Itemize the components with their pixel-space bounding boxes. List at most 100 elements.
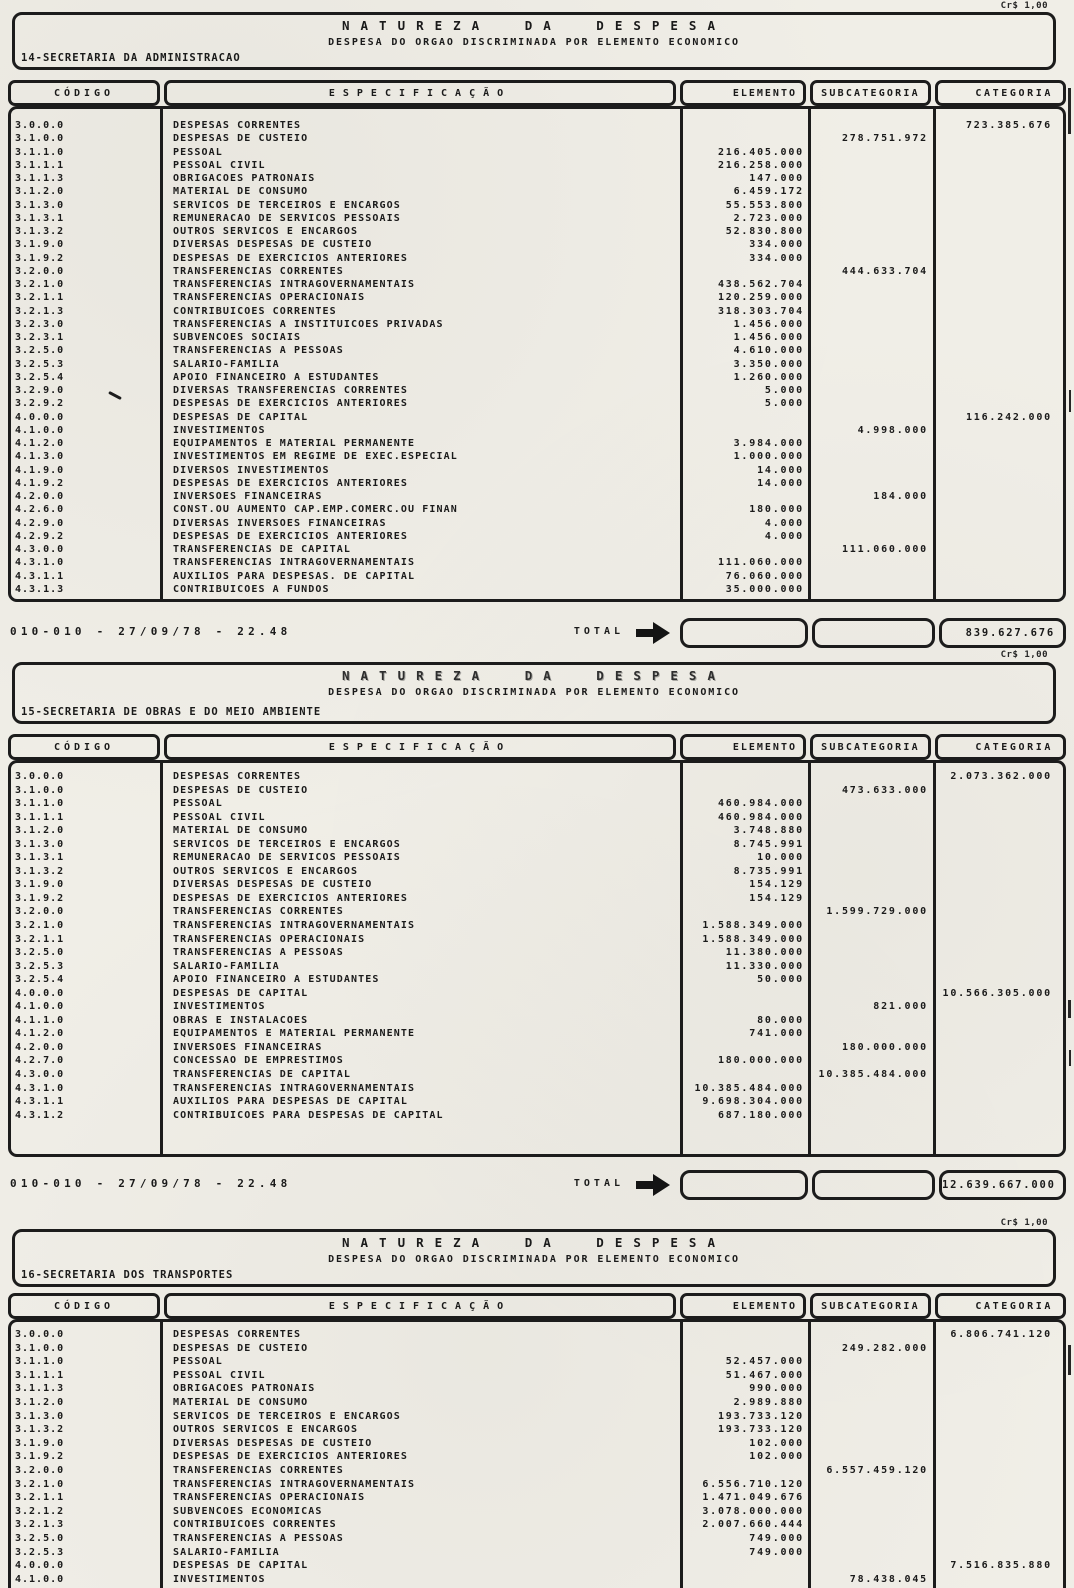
row-spec: CONTRIBUICOES CORRENTES <box>173 1519 337 1531</box>
row-elemento: 4.000 <box>764 530 804 542</box>
row-subcategoria <box>808 973 933 987</box>
row-code: 4.3.1.0 <box>15 557 65 569</box>
row-subcategoria: 278.751.972 <box>841 133 928 145</box>
row-code: 3.1.2.0 <box>15 825 65 837</box>
table-row: 3.1.9.2 DESPESAS DE EXERCICIOS ANTERIORES… <box>11 1450 1063 1464</box>
row-code: 4.3.1.3 <box>15 583 65 595</box>
currency-scale-label: Cr$ 1,00 <box>1000 1 1048 11</box>
row-elemento: 1.000.000 <box>733 451 804 463</box>
row-categoria <box>933 797 1063 811</box>
row-spec: TRANSFERENCIAS A PESSOAS <box>173 1532 344 1544</box>
row-subcategoria <box>808 291 933 304</box>
row-categoria: 6.806.741.120 <box>950 1329 1052 1340</box>
row-categoria <box>933 960 1063 974</box>
row-spec: CONTRIBUICOES CORRENTES <box>173 305 337 317</box>
row-spec: DESPESAS CORRENTES <box>173 771 302 782</box>
row-subcategoria <box>808 892 933 906</box>
row-subcategoria <box>808 1027 933 1041</box>
row-subcategoria: 111.060.000 <box>841 544 928 555</box>
column-divider <box>160 1322 163 1588</box>
row-categoria <box>933 1491 1063 1505</box>
row-subcategoria <box>808 199 933 212</box>
row-spec: TRANSFERENCIAS INTRAGOVERNAMENTAIS <box>173 920 416 932</box>
row-subcategoria <box>808 1014 933 1028</box>
row-subcategoria <box>808 225 933 238</box>
row-categoria <box>933 1505 1063 1519</box>
row-spec: CONTRIBUICOES A FUNDOS <box>173 583 330 595</box>
table-row: 3.2.5.3 SALARIO-FAMILIA 749.000 <box>11 1546 1063 1560</box>
row-code: 4.3.1.2 <box>15 1109 65 1121</box>
row-code: 4.1.0.0 <box>15 1001 65 1013</box>
row-categoria <box>933 291 1063 304</box>
row-subcategoria <box>808 946 933 960</box>
row-subcategoria <box>808 411 933 424</box>
row-categoria <box>933 530 1063 543</box>
row-elemento <box>680 490 808 503</box>
table-row: 3.1.3.2 OUTROS SERVICOS E ENCARGOS 8.735.9… <box>11 865 1063 879</box>
row-elemento: 10.385.484.000 <box>694 1082 804 1094</box>
table-row: 3.1.3.1 REMUNERACAO DE SERVICOS PESSOAIS 1… <box>11 851 1063 865</box>
org-name: 15-SECRETARIA DE OBRAS E DO MEIO AMBIENT… <box>21 706 322 718</box>
row-spec: DESPESAS DE EXERCICIOS ANTERIORES <box>173 252 408 264</box>
row-code: 4.0.0.0 <box>15 987 65 999</box>
row-elemento: 5.000 <box>764 385 804 396</box>
column-header-especificacao: ESPECIFICAÇÃO <box>164 734 676 760</box>
table-row: 3.2.0.0 TRANSFERENCIAS CORRENTES 444.633.7… <box>11 265 1063 278</box>
row-categoria <box>933 905 1063 919</box>
row-subcategoria <box>808 1095 933 1109</box>
row-code: 3.1.1.0 <box>15 146 65 158</box>
table-row: 3.1.1.3 OBRIGACOES PATRONAIS 990.000 <box>11 1382 1063 1396</box>
table-row: 3.2.3.1 SUBVENCOES SOCIAIS 1.456.000 <box>11 331 1063 344</box>
column-divider <box>933 1322 936 1588</box>
row-subcategoria <box>808 477 933 490</box>
row-spec: TRANSFERENCIAS OPERACIONAIS <box>173 1492 366 1504</box>
row-elemento: 147.000 <box>749 173 804 184</box>
row-elemento: 460.984.000 <box>717 798 804 810</box>
row-spec: AUXILIOS PARA DESPESAS. DE CAPITAL <box>173 570 416 582</box>
row-subcategoria <box>808 824 933 838</box>
row-elemento: 6.556.710.120 <box>702 1478 804 1490</box>
column-divider <box>160 109 163 599</box>
row-code: 3.2.5.3 <box>15 1546 65 1558</box>
row-subcategoria <box>808 1546 933 1560</box>
row-subcategoria <box>808 437 933 450</box>
row-spec: OUTROS SERVICOS E ENCARGOS <box>173 1424 359 1436</box>
table-row: 4.3.0.0 TRANSFERENCIAS DE CAPITAL 10.385.4… <box>11 1068 1063 1082</box>
row-elemento <box>680 265 808 278</box>
row-subcategoria <box>808 172 933 185</box>
row-code: 3.1.9.2 <box>15 1451 65 1463</box>
row-categoria <box>933 477 1063 490</box>
row-categoria <box>933 517 1063 530</box>
table-row: 3.2.1.3 CONTRIBUICOES CORRENTES 318.303.70… <box>11 305 1063 318</box>
row-elemento: 111.060.000 <box>717 557 804 569</box>
column-header-categoria: CATEGORIA <box>935 734 1066 760</box>
row-spec: CONCESSAO DE EMPRESTIMOS <box>173 1055 344 1067</box>
row-spec: SUBVENCOES ECONOMICAS <box>173 1505 323 1517</box>
row-elemento: 2.007.660.444 <box>702 1519 804 1531</box>
row-code: 4.0.0.0 <box>15 411 65 423</box>
row-elemento: 8.735.991 <box>733 865 804 877</box>
row-elemento <box>680 905 808 919</box>
row-subcategoria <box>808 212 933 225</box>
row-elemento: 80.000 <box>757 1014 804 1026</box>
table-row: 4.1.2.0 EQUIPAMENTOS E MATERIAL PERMANENT… <box>11 1027 1063 1041</box>
table-row: 3.1.9.2 DESPESAS DE EXERCICIOS ANTERIORES… <box>11 252 1063 265</box>
table-row: 3.0.0.0 DESPESAS CORRENTES 723.385.676 <box>11 119 1063 132</box>
row-code: 3.2.5.4 <box>15 371 65 383</box>
row-categoria <box>933 490 1063 503</box>
row-code: 3.1.1.0 <box>15 1356 65 1368</box>
row-code: 3.1.1.3 <box>15 173 65 184</box>
row-categoria <box>933 146 1063 159</box>
row-elemento: 120.259.000 <box>717 292 804 304</box>
row-subcategoria <box>808 185 933 198</box>
row-categoria <box>933 1082 1063 1096</box>
row-spec: TRANSFERENCIAS A PESSOAS <box>173 947 344 959</box>
row-categoria <box>933 424 1063 437</box>
row-categoria <box>933 1369 1063 1383</box>
row-code: 4.3.0.0 <box>15 1069 65 1081</box>
table-row: 3.2.1.1 TRANSFERENCIAS OPERACIONAIS 120.25… <box>11 291 1063 304</box>
row-spec: AUXILIOS PARA DESPESAS DE CAPITAL <box>173 1096 408 1108</box>
row-elemento <box>680 1573 808 1587</box>
report-section-administracao: Cr$ 1,00 NATUREZA DA DESPESA DESPESA DO … <box>0 0 1074 650</box>
